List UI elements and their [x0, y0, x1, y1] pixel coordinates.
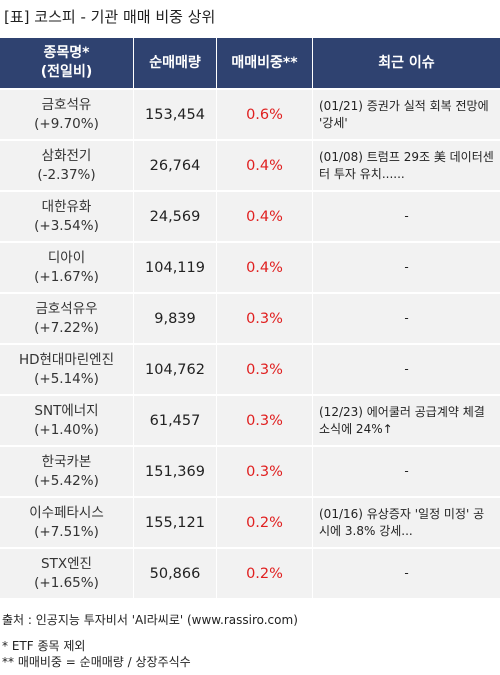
column-header-volume: 순매매량 [134, 38, 217, 88]
recent-issue-cell: - [313, 549, 500, 598]
recent-issue-text: (01/21) 증권가 실적 회복 전망에 '강세' [319, 99, 489, 130]
recent-issue-text: - [404, 362, 409, 377]
stock-name-cell: 삼화전기 (-2.37%) [0, 141, 134, 190]
trade-ratio-cell: 0.6% [217, 90, 313, 139]
stock-change: (+5.42%) [34, 472, 99, 489]
recent-issue-cell: (01/08) 트럼프 29조 美 데이터센터 투자 유치...... [313, 141, 500, 190]
stock-name-cell: 대한유화 (+3.54%) [0, 192, 134, 241]
stock-name-cell: 한국카본 (+5.42%) [0, 447, 134, 496]
recent-issue-text: - [404, 311, 409, 326]
stock-change: (+7.22%) [34, 319, 99, 336]
net-volume-cell: 26,764 [134, 141, 217, 190]
net-volume-cell: 151,369 [134, 447, 217, 496]
recent-issue-cell: (01/16) 유상증자 '일정 미정' 공시에 3.8% 강세... [313, 498, 500, 547]
recent-issue-text: - [404, 464, 409, 479]
trade-ratio-cell: 0.3% [217, 447, 313, 496]
stock-name: SNT에너지 [34, 402, 99, 419]
stock-name: 이수페타시스 [29, 504, 104, 521]
institution-trading-table: 종목명* (전일비) 순매매량 매매비중** 최근 이슈 금호석유 (+9.70%… [0, 36, 500, 600]
stock-change: (+3.54%) [34, 217, 99, 234]
stock-name: 대한유화 [41, 198, 92, 215]
column-header-issue: 최근 이슈 [313, 38, 500, 88]
table-row: HD현대마린엔진 (+5.14%) 104,762 0.3% - [0, 345, 500, 394]
stock-change: (+9.70%) [34, 115, 99, 132]
stock-name-cell: 금호석유우 (+7.22%) [0, 294, 134, 343]
trade-ratio-cell: 0.2% [217, 549, 313, 598]
source-note: 출처 : 인공지능 투자비서 'AI라씨로' (www.rassiro.com) [2, 613, 298, 627]
table-row: 디아이 (+1.67%) 104,119 0.4% - [0, 243, 500, 292]
column-header-ratio: 매매비중** [217, 38, 313, 88]
net-volume-cell: 9,839 [134, 294, 217, 343]
table-row: SNT에너지 (+1.40%) 61,457 0.3% (12/23) 에어쿨러 공급계… [0, 396, 500, 445]
table-row: 금호석유 (+9.70%) 153,454 0.6% (01/21) 증권가 실적 회복… [0, 90, 500, 139]
table-header-row: 종목명* (전일비) 순매매량 매매비중** 최근 이슈 [0, 38, 500, 88]
stock-name-cell: SNT에너지 (+1.40%) [0, 396, 134, 445]
stock-name: 삼화전기 [41, 147, 92, 164]
recent-issue-text: (01/08) 트럼프 29조 美 데이터센터 투자 유치...... [319, 150, 494, 181]
stock-change: (+7.51%) [34, 523, 99, 540]
trade-ratio-cell: 0.3% [217, 294, 313, 343]
column-header-name: 종목명* (전일비) [0, 38, 134, 88]
stock-change: (-2.37%) [37, 166, 96, 183]
footnote-etf: * ETF 종목 제외 [2, 639, 86, 653]
recent-issue-text: (01/16) 유상증자 '일정 미정' 공시에 3.8% 강세... [319, 507, 485, 538]
recent-issue-cell: - [313, 192, 500, 241]
trade-ratio-cell: 0.4% [217, 192, 313, 241]
table-row: STX엔진 (+1.65%) 50,866 0.2% - [0, 549, 500, 598]
recent-issue-text: - [404, 209, 409, 224]
trade-ratio-cell: 0.3% [217, 345, 313, 394]
stock-change: (+1.40%) [34, 421, 99, 438]
column-header-name-line1: 종목명* [43, 45, 90, 62]
table-row: 대한유화 (+3.54%) 24,569 0.4% - [0, 192, 500, 241]
recent-issue-cell: - [313, 294, 500, 343]
recent-issue-cell: - [313, 447, 500, 496]
recent-issue-cell: - [313, 345, 500, 394]
net-volume-cell: 104,762 [134, 345, 217, 394]
stock-name: 금호석유 [41, 96, 92, 113]
table-row: 금호석유우 (+7.22%) 9,839 0.3% - [0, 294, 500, 343]
recent-issue-text: (12/23) 에어쿨러 공급계약 체결 소식에 24%↑ [319, 405, 485, 436]
stock-name: STX엔진 [41, 555, 92, 572]
column-header-name-line2: (전일비) [40, 64, 93, 80]
trade-ratio-cell: 0.4% [217, 243, 313, 292]
stock-name: HD현대마린엔진 [18, 351, 115, 368]
table-row: 이수페타시스 (+7.51%) 155,121 0.2% (01/16) 유상증자 '일… [0, 498, 500, 547]
stock-name-cell: HD현대마린엔진 (+5.14%) [0, 345, 134, 394]
net-volume-cell: 50,866 [134, 549, 217, 598]
stock-name-cell: 이수페타시스 (+7.51%) [0, 498, 134, 547]
net-volume-cell: 24,569 [134, 192, 217, 241]
table-row: 한국카본 (+5.42%) 151,369 0.3% - [0, 447, 500, 496]
recent-issue-text: - [404, 566, 409, 581]
recent-issue-cell: (01/21) 증권가 실적 회복 전망에 '강세' [313, 90, 500, 139]
page-title: [표] 코스피 - 기관 매매 비중 상위 [4, 8, 216, 26]
trade-ratio-cell: 0.2% [217, 498, 313, 547]
recent-issue-text: - [404, 260, 409, 275]
stock-name-cell: 금호석유 (+9.70%) [0, 90, 134, 139]
stock-name-cell: 디아이 (+1.67%) [0, 243, 134, 292]
recent-issue-cell: (12/23) 에어쿨러 공급계약 체결 소식에 24%↑ [313, 396, 500, 445]
trade-ratio-cell: 0.4% [217, 141, 313, 190]
net-volume-cell: 153,454 [134, 90, 217, 139]
stock-name-cell: STX엔진 (+1.65%) [0, 549, 134, 598]
recent-issue-cell: - [313, 243, 500, 292]
table-row: 삼화전기 (-2.37%) 26,764 0.4% (01/08) 트럼프 29조 美 … [0, 141, 500, 190]
stock-change: (+1.67%) [34, 268, 99, 285]
trade-ratio-cell: 0.3% [217, 396, 313, 445]
net-volume-cell: 155,121 [134, 498, 217, 547]
footnote-ratio: ** 매매비중 = 순매매량 / 상장주식수 [2, 655, 191, 669]
net-volume-cell: 104,119 [134, 243, 217, 292]
stock-name: 한국카본 [41, 453, 92, 470]
stock-change: (+1.65%) [34, 574, 99, 591]
stock-name: 디아이 [47, 249, 86, 266]
net-volume-cell: 61,457 [134, 396, 217, 445]
stock-name: 금호석유우 [35, 300, 98, 317]
stock-change: (+5.14%) [34, 370, 99, 387]
